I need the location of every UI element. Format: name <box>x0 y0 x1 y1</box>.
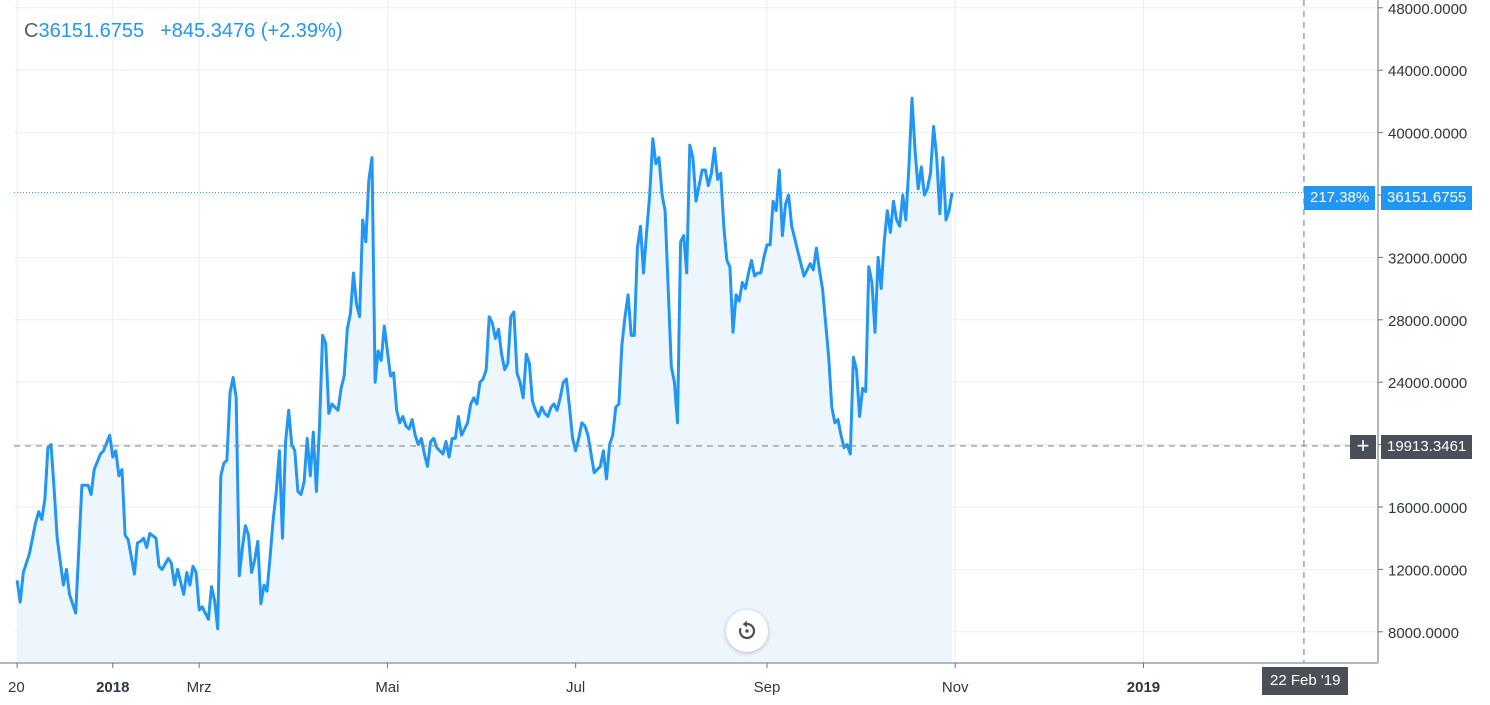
reset-chart-button[interactable] <box>726 610 768 652</box>
x-tick-label: Mai <box>375 679 399 696</box>
y-tick-label: 24000.0000 <box>1388 375 1467 392</box>
y-tick-label: 28000.0000 <box>1388 313 1467 330</box>
reset-rotate-icon <box>738 620 756 640</box>
y-tick-label: 8000.0000 <box>1388 625 1459 642</box>
x-tick-label: Sep <box>754 679 781 696</box>
price-area-fill <box>17 98 953 664</box>
x-tick-label: Jul <box>566 679 585 696</box>
crosshair-date-tag: 22 Feb '19 <box>1262 667 1349 695</box>
price-axis[interactable]: 8000.000012000.000016000.000020000.00002… <box>1378 1 1467 642</box>
chart-legend: C36151.6755 +845.3476 (+2.39%) <box>24 20 343 43</box>
x-tick-label: Mrz <box>187 679 212 696</box>
x-tick-label: 2018 <box>96 679 129 696</box>
legend-change: +845.3476 (+2.39%) <box>160 20 343 42</box>
time-axis[interactable]: 20 2018 Mrz Mai Jul Sep Nov 2019 <box>8 663 1160 696</box>
crosshair-price-tag: 19913.3461 <box>1381 435 1473 459</box>
last-price-tag: 36151.6755 <box>1381 186 1473 210</box>
y-tick-label: 16000.0000 <box>1388 500 1467 517</box>
y-tick-label: 12000.0000 <box>1388 562 1467 579</box>
y-tick-label: 40000.0000 <box>1388 126 1467 143</box>
legend-symbol: C <box>24 20 39 42</box>
price-line <box>15 96 954 631</box>
plus-icon[interactable]: + <box>1350 435 1376 459</box>
last-percent-tag: 217.38% <box>1304 186 1376 210</box>
y-tick-label: 44000.0000 <box>1388 63 1467 80</box>
x-tick-label: 20 <box>8 679 25 696</box>
y-tick-label: 32000.0000 <box>1388 250 1467 267</box>
legend-last-value: 36151.6755 <box>38 20 145 42</box>
x-tick-label: 2019 <box>1127 679 1160 696</box>
x-tick-label: Nov <box>942 679 969 696</box>
y-tick-label: 48000.0000 <box>1388 1 1467 18</box>
